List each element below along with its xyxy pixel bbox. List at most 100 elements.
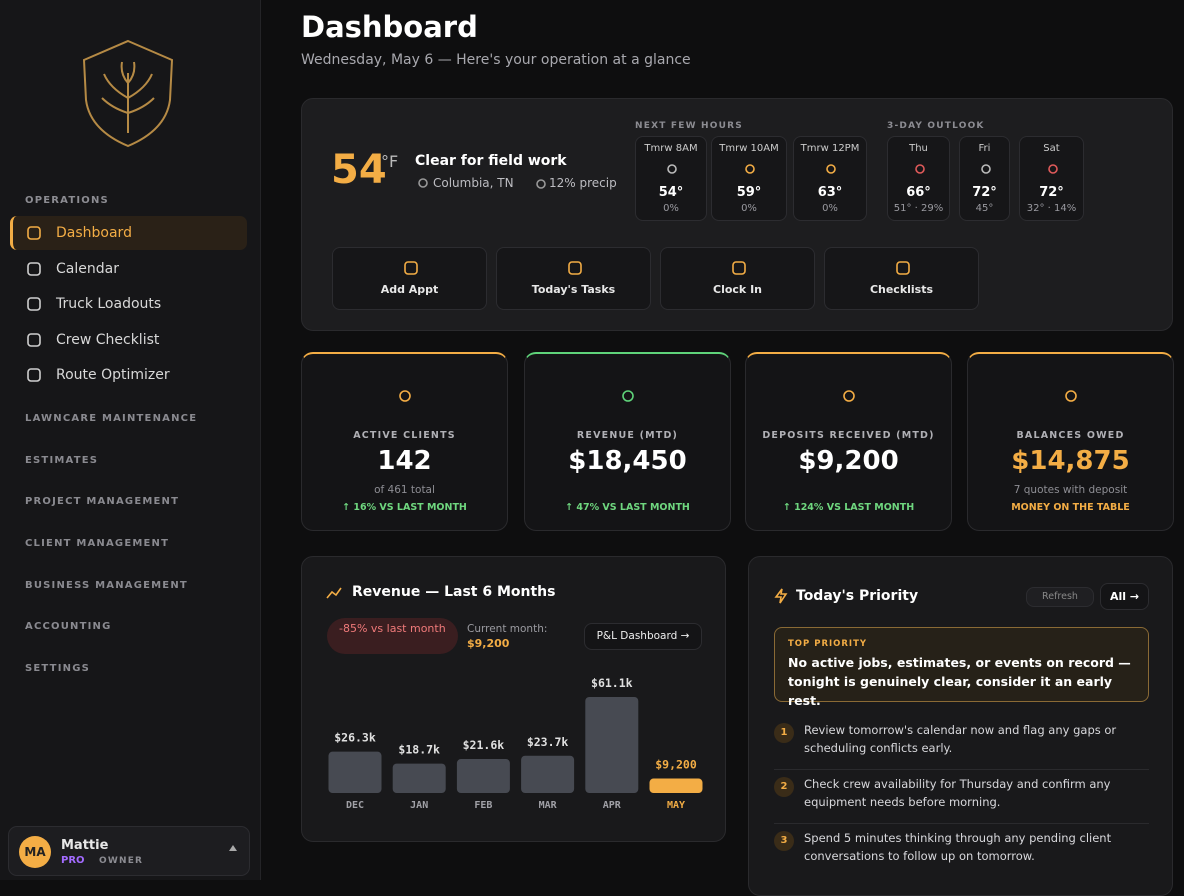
outlook-label: 3-DAY OUTLOOK: [887, 121, 985, 131]
nav-item[interactable]: Calendar: [10, 253, 247, 285]
forecast-tile: Thu 66° 51° · 29%: [887, 136, 950, 221]
icon: [567, 260, 583, 276]
section-label: OPERATIONS: [25, 195, 109, 206]
stat-value: $18,450: [568, 446, 687, 476]
icon: [1063, 388, 1079, 404]
current-value: $9,200: [467, 637, 510, 650]
quick-action[interactable]: Add Appt: [332, 247, 487, 310]
nav-label: Truck Loadouts: [56, 296, 162, 312]
stat-card: BALANCES OWED $14,875 7 quotes with deposi…: [967, 352, 1174, 531]
nav-group[interactable]: SETTINGS: [25, 663, 230, 679]
bar-value-label: $21.6k: [463, 738, 505, 752]
user-card[interactable]: MA Mattie PRO OWNER: [8, 826, 250, 876]
forecast-detail: 0%: [663, 203, 679, 214]
precip: 12% precip: [549, 176, 617, 190]
bar-value-label: $26.3k: [334, 731, 376, 745]
nav-group[interactable]: ACCOUNTING: [25, 621, 230, 637]
nav-group[interactable]: LAWNCARE MAINTENANCE: [25, 413, 230, 429]
nav-group[interactable]: CLIENT MANAGEMENT: [25, 538, 230, 554]
forecast-tile: Tmrw 12PM 63° 0%: [793, 136, 867, 221]
stat-trend: ↑ 16% VS LAST MONTH: [342, 502, 467, 513]
bar: [456, 759, 510, 793]
nav-group[interactable]: BUSINESS MANAGEMENT: [25, 580, 230, 596]
item-text: Check crew availability for Thursday and…: [804, 777, 1111, 809]
item-number: 2: [774, 777, 794, 797]
revenue-card: Revenue — Last 6 Months -85% vs last mont…: [301, 556, 726, 842]
bar-value-label: $18.7k: [398, 743, 440, 757]
revenue-badge: -85% vs last month: [327, 618, 458, 654]
item-text: Spend 5 minutes thinking through any pen…: [804, 831, 1112, 863]
group-label: ACCOUNTING: [25, 621, 112, 632]
icon: [978, 161, 994, 177]
nav-group[interactable]: PROJECT MANAGEMENT: [25, 496, 230, 512]
action-label: Today's Tasks: [531, 283, 616, 296]
forecast-time: Sat: [1043, 143, 1060, 154]
bar: [585, 697, 639, 793]
forecast-time: Thu: [909, 143, 928, 154]
all-button[interactable]: All →: [1100, 583, 1149, 610]
stat-trend: ↑ 124% VS LAST MONTH: [782, 502, 915, 513]
icon: [620, 388, 636, 404]
forecast-detail: 0%: [741, 203, 757, 214]
logo: [82, 39, 174, 148]
nav-item[interactable]: Route Optimizer: [10, 359, 247, 391]
forecast-detail: 51° · 29%: [893, 203, 944, 214]
priority-card: Today's Priority Refresh All → TOP PRIORITY…: [748, 556, 1173, 896]
icon: [26, 261, 42, 277]
x-tick-label: JAN: [410, 800, 428, 811]
temp-unit: °F: [381, 152, 399, 171]
icon: [397, 388, 413, 404]
action-label: Checklists: [869, 283, 934, 296]
nav-label: Dashboard: [56, 225, 132, 241]
bar: [521, 755, 575, 793]
forecast-time: Tmrw 12PM: [800, 143, 860, 154]
item-number: 3: [774, 831, 794, 851]
group-label: LAWNCARE MAINTENANCE: [25, 413, 198, 424]
forecast-temp: 72°: [972, 185, 997, 200]
quick-action[interactable]: Today's Tasks: [496, 247, 651, 310]
nav-item[interactable]: Dashboard: [10, 217, 247, 249]
avatar: MA: [19, 836, 51, 868]
pl-button[interactable]: P&L Dashboard →: [584, 623, 702, 650]
top-priority: TOP PRIORITY No active jobs, estimates, o…: [774, 627, 1149, 708]
bar-value-label: $9,200: [655, 758, 697, 772]
weather-card: 54 °F Clear for field work Columbia, TN 12% …: [301, 98, 1173, 331]
bar: [649, 778, 703, 793]
forecast-temp: 66°: [906, 185, 931, 200]
icon: [731, 260, 747, 276]
nav-active: [10, 216, 247, 250]
refresh-button[interactable]: Refresh: [1026, 587, 1094, 607]
bar: [392, 763, 446, 793]
bar-value-label: $23.7k: [527, 735, 569, 749]
icon: [773, 588, 789, 604]
nav-item[interactable]: Crew Checklist: [10, 324, 247, 356]
user-plan: PRO: [61, 855, 85, 866]
bar-value-label: $61.1k: [591, 676, 633, 690]
icon: [533, 176, 549, 192]
x-tick-label: APR: [603, 800, 622, 811]
quick-action[interactable]: Checklists: [824, 247, 979, 310]
current-label: Current month:: [467, 623, 548, 635]
forecast-time: Fri: [978, 143, 991, 154]
forecast-temp: 72°: [1039, 185, 1064, 200]
icon: [841, 388, 857, 404]
action-label: Clock In: [713, 283, 762, 296]
quick-action[interactable]: Clock In: [660, 247, 815, 310]
expand[interactable]: [229, 845, 237, 851]
nav-label: Calendar: [56, 261, 119, 277]
top-text: No active jobs, estimates, or events on …: [788, 655, 1131, 708]
nav-item[interactable]: Truck Loadouts: [10, 288, 247, 320]
stat-sub: 7 quotes with deposit: [1013, 484, 1128, 496]
stat-trend: MONEY ON THE TABLE: [1011, 502, 1130, 513]
group-label: ESTIMATES: [25, 455, 99, 466]
priority-title: Today's Priority: [796, 588, 919, 604]
icon: [912, 161, 928, 177]
nav-group[interactable]: ESTIMATES: [25, 455, 230, 471]
stat-trend: ↑ 47% VS LAST MONTH: [565, 502, 690, 513]
bar: [328, 751, 382, 793]
icon: [26, 367, 42, 383]
icon: [326, 585, 342, 601]
sidebar: OPERATIONS Dashboard Calendar Truck Loadout…: [0, 0, 261, 880]
x-tick-label: MAY: [667, 800, 685, 811]
